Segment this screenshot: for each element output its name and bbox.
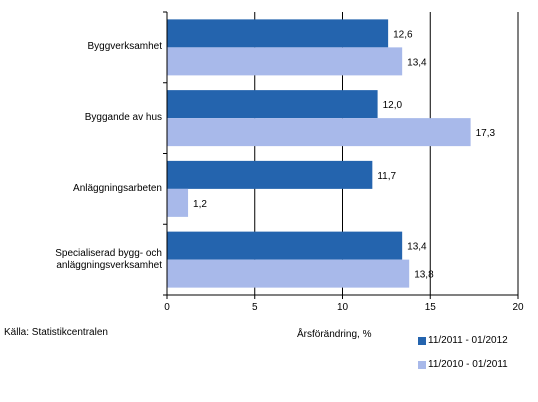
category-label-line: Specialiserad bygg- och bbox=[55, 247, 162, 259]
legend-item-series-2: 11/2010 - 01/2011 bbox=[418, 359, 508, 370]
bar-1-2 bbox=[167, 90, 378, 119]
bar-2-4 bbox=[167, 259, 410, 288]
bar-2-2 bbox=[167, 118, 471, 147]
bar-2-1 bbox=[167, 47, 403, 76]
x-tick-label-15: 15 bbox=[425, 302, 437, 313]
bar-1-4 bbox=[167, 231, 403, 260]
bar-1-3 bbox=[167, 160, 373, 189]
data-label-1-4: 13,4 bbox=[407, 242, 427, 253]
legend-label-series-1: 11/2011 - 01/2012 bbox=[428, 335, 508, 346]
category-label-line: Anläggningsarbeten bbox=[73, 182, 162, 194]
legend-label-series-2: 11/2010 - 01/2011 bbox=[428, 359, 508, 370]
data-label-2-4: 13,8 bbox=[414, 270, 434, 281]
bar-2-3 bbox=[167, 188, 189, 217]
data-label-1-3: 11,7 bbox=[377, 171, 396, 182]
data-labels: 12,6 13,4 12,0 17,3 11,7 1,2 13,4 13,8 bbox=[193, 29, 495, 280]
bars bbox=[167, 19, 471, 288]
category-label-line: Byggande av hus bbox=[84, 112, 162, 124]
x-tick-label-20: 20 bbox=[512, 302, 524, 313]
data-label-1-2: 12,0 bbox=[383, 100, 403, 111]
data-label-2-3: 1,2 bbox=[193, 199, 207, 210]
legend-item-series-1: 11/2011 - 01/2012 bbox=[418, 335, 508, 346]
category-label-3: Anläggningsarbeten bbox=[2, 183, 162, 195]
category-label-line: Byggverksamhet bbox=[87, 41, 162, 53]
bar-1-1 bbox=[167, 19, 389, 48]
legend-swatch-series-2 bbox=[418, 360, 426, 369]
category-label-1: Byggverksamhet bbox=[2, 41, 162, 53]
category-label-2: Byggande av hus bbox=[2, 112, 162, 124]
source-note: Källa: Statistikcentralen bbox=[4, 327, 108, 338]
x-tick-label-10: 10 bbox=[337, 302, 349, 313]
legend-swatch-series-1 bbox=[418, 336, 426, 345]
category-label-line: anläggningsverksamhet bbox=[56, 259, 162, 271]
data-label-2-2: 17,3 bbox=[476, 128, 496, 139]
x-tick-label-0: 0 bbox=[164, 302, 170, 313]
data-label-1-1: 12,6 bbox=[393, 29, 413, 40]
x-axis-label: Årsförändring, % bbox=[297, 329, 372, 340]
axes bbox=[163, 11, 519, 299]
x-tick-labels: 0 5 10 15 20 bbox=[164, 302, 524, 313]
data-label-2-1: 13,4 bbox=[407, 57, 427, 68]
category-label-4: Specialiserad bygg- och anläggningsverksa… bbox=[2, 248, 162, 272]
x-tick-label-5: 5 bbox=[252, 302, 258, 313]
